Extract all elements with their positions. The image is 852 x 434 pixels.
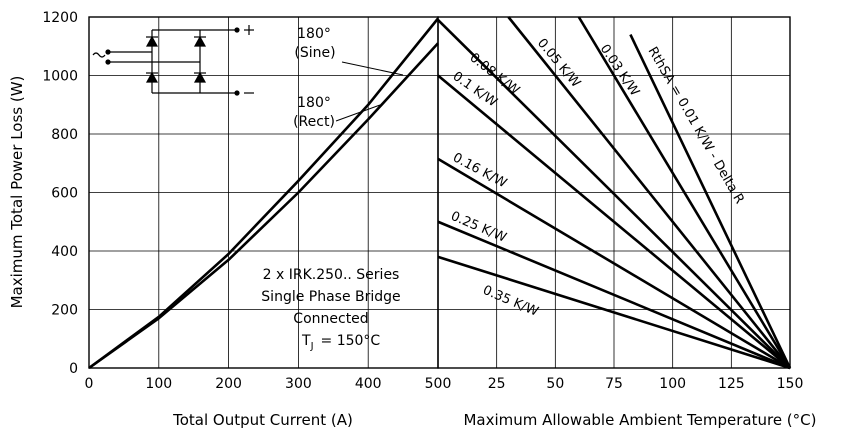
rth-line [437, 74, 791, 369]
rect-label-type: (Rect) [293, 114, 335, 130]
left-x-tick-labels: 0 100 200 300 400 500 [85, 376, 452, 392]
right-plot-frame [437, 16, 791, 369]
right-x-tick-label: 100 [659, 376, 686, 392]
rect-curve [88, 42, 439, 370]
y-tick-label: 0 [69, 361, 78, 377]
left-series [88, 17, 440, 370]
sine-label-type: (Sine) [294, 45, 335, 61]
rth-label: 0.05 K/W [534, 36, 583, 91]
rth-line [437, 157, 791, 370]
right-series [437, 16, 792, 370]
y-tick-label: 200 [51, 303, 78, 319]
rect-label-angle: 180° [297, 95, 331, 111]
series-annotation-line1: 2 x IRK.250.. Series [263, 267, 400, 283]
right-x-tick-label: 75 [605, 376, 623, 392]
left-x-tick-label: 500 [425, 376, 452, 392]
right-x-tick-label: 125 [718, 376, 745, 392]
junction-temp-symbol: T [301, 333, 311, 349]
rect-leader-line [335, 104, 381, 122]
junction-temp-annotation: TJ = 150°C [301, 333, 380, 352]
left-grid [88, 16, 439, 369]
y-tick-label: 800 [51, 127, 78, 143]
right-x-tick-label: 150 [777, 376, 804, 392]
left-x-tick-label: 100 [145, 376, 172, 392]
right-x-tick-label: 25 [488, 376, 506, 392]
rth-line [437, 255, 791, 370]
sine-label-angle: 180° [297, 26, 331, 42]
right-x-axis-label: Maximum Allowable Ambient Temperature (°… [463, 411, 816, 429]
rth-label: 0.03 K/W [597, 42, 642, 99]
series-annotation-line3: Connected [293, 311, 368, 327]
rth-line [507, 16, 792, 369]
y-tick-label: 400 [51, 244, 78, 260]
y-tick-label: 1000 [42, 69, 78, 85]
bridge-rectifier-schematic [92, 25, 254, 96]
left-x-axis-label: Total Output Current (A) [172, 411, 353, 429]
left-x-tick-label: 400 [355, 376, 382, 392]
left-x-tick-label: 200 [215, 376, 242, 392]
right-x-tick-labels: 25 50 75 100 125 150 [488, 376, 804, 392]
rth-line [577, 16, 792, 369]
y-axis-label: Maximum Total Power Loss (W) [8, 76, 26, 309]
rth-line [629, 33, 792, 369]
y-tick-label: 600 [51, 186, 78, 202]
left-x-tick-label: 300 [285, 376, 312, 392]
sine-leader-line [341, 61, 404, 76]
rth-line [437, 19, 791, 369]
y-tick-labels: 0 200 400 600 800 1000 1200 [42, 10, 78, 377]
left-x-tick-label: 0 [85, 376, 94, 392]
junction-temp-subscript: J [310, 341, 314, 352]
rth-label: 0.35 K/W [480, 283, 540, 320]
junction-temp-value: = 150°C [321, 333, 381, 349]
y-tick-label: 1200 [42, 10, 78, 26]
rth-label: 0.25 K/W [448, 209, 508, 246]
series-annotation-line2: Single Phase Bridge [261, 289, 400, 305]
right-x-tick-label: 50 [546, 376, 564, 392]
rth-line [437, 220, 791, 370]
